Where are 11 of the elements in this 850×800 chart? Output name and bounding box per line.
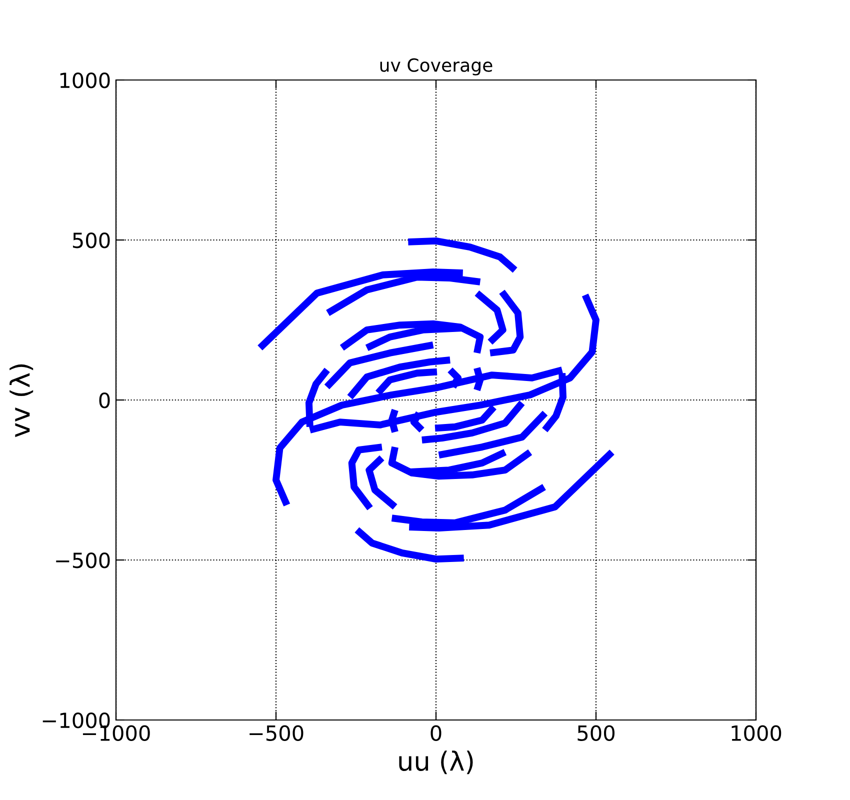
x-tick-label: −500 <box>250 725 304 741</box>
x-tick-label: 1000 <box>732 725 782 741</box>
x-tick-label: 500 <box>578 725 614 741</box>
y-axis-title: vv (λ) <box>10 364 34 438</box>
y-tick-label: 0 <box>99 392 110 408</box>
x-tick-label: 0 <box>430 725 442 741</box>
chart-title: uv Coverage <box>380 58 492 76</box>
y-tick-label: 1000 <box>60 72 110 88</box>
y-tick-label: −500 <box>56 552 110 568</box>
y-tick-label: 500 <box>72 232 110 248</box>
x-axis-title: uu (λ) <box>399 750 473 774</box>
